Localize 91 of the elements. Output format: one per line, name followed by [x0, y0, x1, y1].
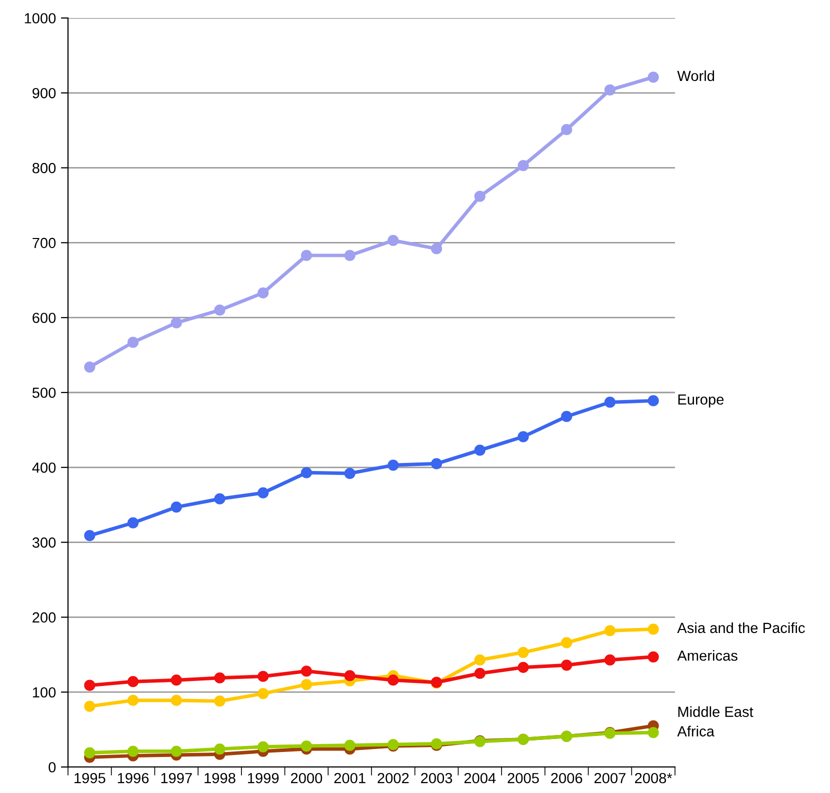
x-tick-label: 2003: [421, 772, 452, 784]
point: [300, 467, 312, 478]
point: [430, 458, 442, 470]
point: [300, 250, 312, 261]
series-label: Americas: [677, 650, 738, 661]
series-label: Africa: [677, 726, 714, 736]
point: [84, 530, 96, 542]
point: [518, 662, 529, 673]
point: [127, 336, 139, 348]
point: [170, 674, 182, 686]
x-tick-label: 2007: [594, 772, 626, 784]
y-tick-label: 400: [32, 462, 56, 473]
series-label: Asia and the Pacific: [677, 622, 805, 634]
x-tick-label: 2001: [334, 772, 366, 784]
x-tick-label: 2000: [290, 772, 322, 784]
point: [258, 688, 269, 700]
y-tick-label: 0: [48, 762, 56, 772]
point: [214, 743, 226, 755]
point: [258, 287, 269, 298]
point: [474, 444, 486, 456]
point: [84, 680, 96, 691]
point: [648, 651, 659, 662]
point: [170, 694, 182, 706]
point: [388, 234, 399, 246]
point: [300, 740, 312, 752]
x-tick-label: 1999: [248, 772, 279, 784]
x-tick-label: 2002: [378, 772, 409, 784]
point: [561, 124, 572, 136]
point: [258, 741, 269, 752]
point: [84, 361, 96, 373]
point: [127, 694, 139, 706]
x-tick-label: 2004: [464, 772, 496, 784]
y-tick-label: 900: [32, 88, 56, 98]
series-label: Europe: [678, 394, 724, 408]
point: [561, 660, 572, 671]
point: [561, 410, 572, 422]
point: [604, 625, 616, 636]
point: [648, 395, 659, 406]
series-label: World: [677, 70, 714, 82]
point: [127, 746, 139, 757]
x-tick-label: 1997: [161, 772, 192, 784]
point: [170, 502, 182, 513]
point: [214, 304, 226, 316]
y-tick-label: 600: [32, 312, 56, 324]
point: [430, 243, 442, 254]
x-tick-label: 1996: [118, 772, 149, 784]
point: [518, 646, 529, 658]
point: [258, 670, 269, 682]
point: [388, 460, 399, 471]
point: [214, 493, 226, 504]
point: [170, 746, 182, 757]
point: [170, 317, 182, 328]
y-tick-label: 500: [32, 388, 56, 398]
point: [344, 468, 356, 479]
point: [474, 190, 486, 202]
point: [300, 679, 312, 690]
point: [84, 700, 96, 712]
point: [344, 250, 356, 261]
x-tick-label: 2005: [508, 772, 539, 784]
point: [604, 654, 616, 666]
point: [474, 654, 486, 666]
point: [648, 72, 659, 83]
point: [300, 666, 312, 677]
y-tick-label: 100: [32, 687, 56, 698]
y-tick-label: 300: [32, 537, 56, 548]
point: [604, 84, 616, 96]
x-tick-label: 2008*: [635, 772, 672, 784]
y-tick-label: 1000: [24, 13, 56, 24]
x-tick-label: 2006: [551, 772, 582, 784]
point: [518, 160, 529, 172]
y-tick-label: 200: [32, 612, 56, 623]
point: [344, 740, 356, 751]
point: [388, 674, 399, 686]
x-tick-label: 1995: [74, 772, 106, 784]
point: [474, 668, 486, 679]
series-label: Middle East: [678, 706, 754, 717]
point: [648, 726, 659, 738]
point: [561, 637, 572, 648]
point: [258, 487, 269, 498]
point: [127, 676, 139, 688]
point: [648, 624, 659, 635]
point: [84, 747, 96, 758]
point: [604, 396, 616, 408]
y-tick-label: 800: [32, 162, 56, 174]
point: [127, 517, 139, 528]
point: [518, 431, 529, 442]
point: [214, 696, 226, 707]
point: [214, 672, 226, 684]
point: [344, 670, 356, 682]
x-tick-label: 1998: [204, 772, 236, 784]
y-tick-label: 700: [32, 238, 56, 248]
